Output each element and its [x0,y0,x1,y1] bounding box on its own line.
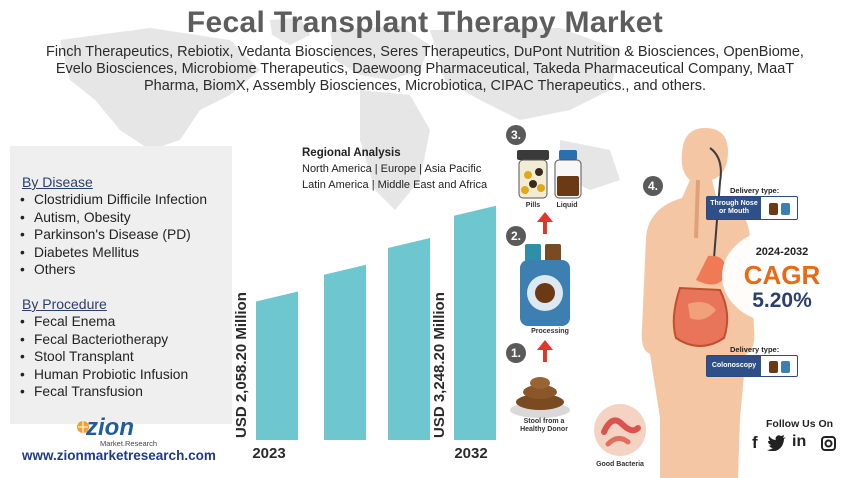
disease-list: Clostridium Difficile Infection Autism, … [20,191,207,279]
bar-2 [324,264,366,440]
step-2-badge: 2. [506,226,526,246]
bacteria-icon [594,404,646,456]
by-disease-heading: By Disease [22,174,93,190]
twitter-icon[interactable] [767,435,787,451]
processing-caption: Processing [531,328,569,335]
cagr-value: 5.20% [752,289,812,312]
procedure-item: Stool Transplant [20,348,188,366]
pill-bottles-icon [769,203,790,215]
processing-machine-icon [520,244,570,326]
zion-logo: zion Market.Research [76,414,166,448]
procedure-item: Fecal Enema [20,313,188,331]
arrow-up-icon [537,212,553,234]
disease-item: Diabetes Mellitus [20,244,207,262]
step-4-badge: 4. [643,176,663,196]
bar-4 [454,205,496,440]
logo-wordmark: zion [86,414,134,441]
delivery-colonoscopy: Colonoscopy [706,355,798,377]
bar-value-label: USD 2,058.20 Million [233,292,250,438]
pills-caption: Pills [525,202,541,209]
logo-subtitle: Market.Research [100,439,158,448]
procedure-item: Human Probiotic Infusion [20,366,188,384]
stool-icon [510,377,570,418]
linkedin-icon[interactable]: in [792,433,807,450]
x-tick-label: 2032 [454,445,487,462]
bar-3 [388,238,430,440]
delivery-type-label: Delivery type: [730,186,780,195]
cagr-badge: 2024-2032 CAGR 5.20% [722,232,842,322]
step-1-badge: 1. [506,343,526,363]
arrow-up-icon [537,340,553,362]
step-3-badge: 3. [506,125,526,145]
regional-analysis: Regional Analysis North America | Europe… [302,145,487,193]
bar-1 [256,291,298,440]
bar-value-label: USD 3,248.20 Million [431,292,448,438]
facebook-icon[interactable]: f [752,433,758,452]
regional-line-2: Latin America | Middle East and Africa [302,179,488,191]
delivery-colonoscopy-label: Colonoscopy [707,356,761,376]
regional-title: Regional Analysis [302,147,401,159]
globe-icon [77,421,89,433]
cagr-label: CAGR [743,260,821,290]
disease-item: Parkinson's Disease (PD) [20,226,207,244]
pills-jar-icon [517,150,549,199]
procedure-item: Fecal Transfusion [20,383,188,401]
disease-item: Others [20,261,207,279]
process-illustration [510,150,582,418]
page-title: Fecal Transplant Therapy Market [186,6,664,39]
key-players-text: Finch Therapeutics, Rebiotix, Vedanta Bi… [46,44,804,94]
liquid-caption: Liquid [556,202,578,209]
website-link[interactable]: www.zionmarketresearch.com [22,448,216,463]
by-procedure-heading: By Procedure [22,296,107,312]
procedure-item: Fecal Bacteriotherapy [20,331,188,349]
pill-bottles-icon [769,361,790,373]
cagr-period: 2024-2032 [755,246,809,258]
disease-item: Clostridium Difficile Infection [20,191,207,209]
instagram-icon[interactable] [821,436,836,451]
good-bacteria-caption: Good Bacteria [596,461,644,468]
stool-caption: Stool from a Healthy Donor [520,418,568,433]
follow-us-label: Follow Us On [766,418,834,430]
x-tick-label: 2023 [252,445,285,462]
delivery-nose-mouth-label: Through Nose or Mouth [707,197,761,219]
delivery-nose-mouth: Through Nose or Mouth [706,196,798,220]
regional-line-1: North America | Europe | Asia Pacific [302,163,482,175]
cagr-badge-shape [722,228,842,324]
liquid-bottle-icon [554,150,582,199]
delivery-type-label: Delivery type: [730,345,780,354]
disease-item: Autism, Obesity [20,209,207,227]
procedure-list: Fecal Enema Fecal Bacteriotherapy Stool … [20,313,188,401]
